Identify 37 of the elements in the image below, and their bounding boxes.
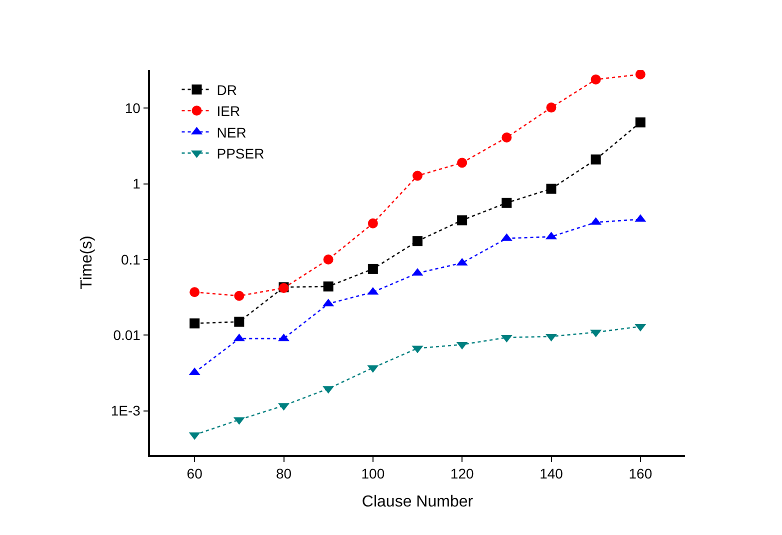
x-axis-title: Clause Number <box>362 494 474 511</box>
y-axis-title: Time(s) <box>78 236 96 290</box>
x-tick-label: 100 <box>361 466 385 482</box>
y-tick-label: 10 <box>124 100 141 116</box>
legend-label: IER <box>216 103 240 120</box>
y-tick-label: 1E-3 <box>110 402 141 419</box>
y-tick-label: 1 <box>132 176 141 192</box>
point <box>412 170 422 181</box>
point <box>234 290 244 301</box>
point <box>323 254 334 264</box>
point <box>546 184 556 194</box>
point <box>323 281 334 292</box>
point <box>190 318 200 328</box>
point <box>590 154 601 164</box>
legend-label: PPSER <box>216 146 264 162</box>
point <box>590 74 601 84</box>
point <box>635 117 646 128</box>
x-tick-label: 80 <box>276 466 292 482</box>
x-tick-label: 60 <box>186 466 203 482</box>
x-tick-label: 120 <box>450 466 474 482</box>
point <box>190 287 200 298</box>
point <box>502 198 512 208</box>
point <box>412 236 422 246</box>
legend-label: DR <box>216 82 237 98</box>
x-tick-label: 160 <box>628 466 652 482</box>
point <box>457 158 468 168</box>
x-tick-label: 140 <box>540 466 564 482</box>
point <box>635 70 646 80</box>
y-tick-label: 0.1 <box>120 251 141 268</box>
point <box>234 316 244 327</box>
legend-label: NER <box>216 124 246 140</box>
point <box>368 218 378 228</box>
y-tick-label: 0.01 <box>113 327 141 344</box>
point <box>368 264 378 274</box>
point <box>546 102 556 113</box>
point <box>457 215 468 226</box>
point <box>502 132 512 142</box>
